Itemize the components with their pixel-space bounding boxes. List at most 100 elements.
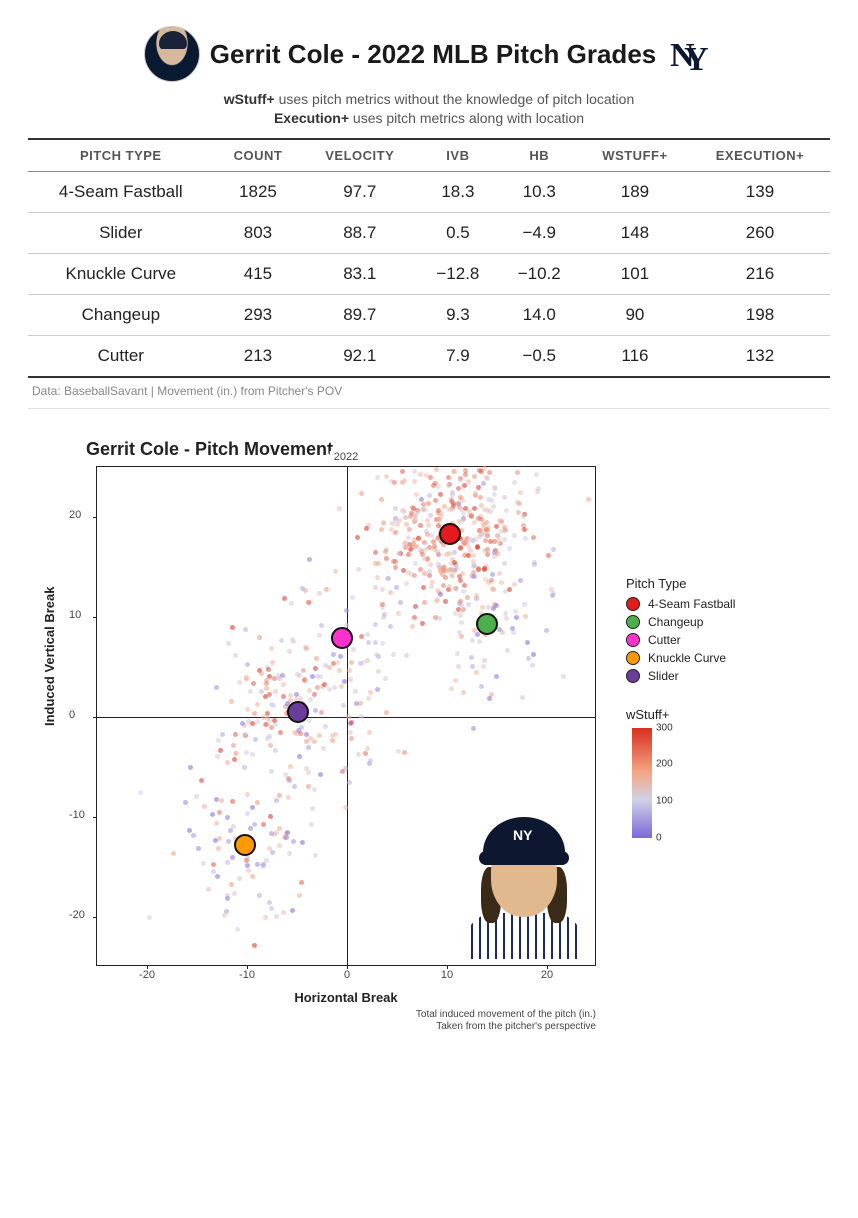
scatter-point xyxy=(250,805,255,810)
scatter-point xyxy=(484,520,489,525)
scatter-point xyxy=(475,544,480,549)
scatter-point xyxy=(531,535,536,540)
table-cell: 260 xyxy=(690,212,830,253)
scatter-point xyxy=(549,587,554,592)
scatter-point xyxy=(361,660,366,665)
legend-label: Changeup xyxy=(648,615,703,629)
card-header: Gerrit Cole - 2022 MLB Pitch Grades N Y xyxy=(28,18,830,86)
table-cell: 7.9 xyxy=(417,335,498,377)
scatter-point xyxy=(433,498,438,503)
table-cell: 10.3 xyxy=(499,171,580,212)
scatter-point xyxy=(270,850,275,855)
scatter-point xyxy=(307,557,312,562)
scatter-point xyxy=(535,489,540,494)
table-cell: Knuckle Curve xyxy=(28,253,214,294)
scatter-point xyxy=(201,861,206,866)
scatter-point xyxy=(461,690,466,695)
scatter-point xyxy=(402,750,407,755)
pitch-centroid xyxy=(439,523,461,545)
scatter-point xyxy=(479,684,484,689)
scatter-point xyxy=(220,732,225,737)
scatter-point xyxy=(252,711,257,716)
scatter-point xyxy=(449,572,454,577)
scatter-point xyxy=(306,784,311,789)
scatter-point xyxy=(147,915,152,920)
table-cell: 88.7 xyxy=(302,212,417,253)
scatter-point xyxy=(505,648,510,653)
scatter-point xyxy=(273,722,278,727)
scatter-point xyxy=(451,501,456,506)
table-cell: Slider xyxy=(28,212,214,253)
scatter-point xyxy=(317,733,322,738)
pitch-centroid xyxy=(287,701,309,723)
x-axis-label: Horizontal Break xyxy=(96,990,596,1005)
scatter-point xyxy=(248,689,253,694)
scatter-point xyxy=(367,730,372,735)
table-row: Slider80388.70.5−4.9148260 xyxy=(28,212,830,253)
scatter-point xyxy=(348,677,353,682)
scatter-point xyxy=(544,628,549,633)
legend-label: Slider xyxy=(648,669,679,683)
scatter-point xyxy=(356,752,361,757)
scatter-point xyxy=(455,651,460,656)
scatter-point xyxy=(257,635,262,640)
scatter-point xyxy=(525,640,530,645)
scatter-point xyxy=(273,689,278,694)
scatter-point xyxy=(474,596,479,601)
scatter-point xyxy=(494,524,499,529)
scatter-point xyxy=(507,587,512,592)
legend-item: Slider xyxy=(626,669,786,683)
scatter-point xyxy=(259,671,264,676)
scatter-point xyxy=(472,474,477,479)
scatter-point xyxy=(330,733,335,738)
scatter-point xyxy=(277,676,282,681)
scatter-point xyxy=(471,553,476,558)
scatter-point xyxy=(308,697,313,702)
scatter-point xyxy=(359,714,364,719)
scatter-point xyxy=(517,501,522,506)
scatter-point xyxy=(403,540,408,545)
scatter-point xyxy=(226,839,231,844)
scatter-point xyxy=(470,638,475,643)
table-cell: 90 xyxy=(580,294,690,335)
scatter-point xyxy=(484,527,489,532)
scatter-point xyxy=(379,497,384,502)
scatter-point xyxy=(264,722,269,727)
scatter-point xyxy=(226,641,231,646)
scatter-point xyxy=(302,677,307,682)
table-cell: −10.2 xyxy=(499,253,580,294)
subtitle-bold-1: wStuff+ xyxy=(224,91,275,107)
scatter-point xyxy=(474,670,479,675)
scatter-point xyxy=(368,758,373,763)
scatter-point xyxy=(531,652,536,657)
scatter-point xyxy=(359,634,364,639)
table-row: 4-Seam Fastball182597.718.310.3189139 xyxy=(28,171,830,212)
legend-item: 4-Seam Fastball xyxy=(626,597,786,611)
scatter-point xyxy=(353,689,358,694)
scatter-point xyxy=(386,576,391,581)
scatter-point xyxy=(318,674,323,679)
scatter-point xyxy=(229,699,234,704)
scatter-point xyxy=(472,563,477,568)
table-cell: 116 xyxy=(580,335,690,377)
scatter-point xyxy=(217,836,222,841)
table-cell: 803 xyxy=(214,212,303,253)
scatter-point xyxy=(252,822,257,827)
col-header: IVB xyxy=(417,139,498,172)
scatter-point xyxy=(287,649,292,654)
scatter-point xyxy=(312,787,317,792)
scatter-point xyxy=(481,481,486,486)
table-cell: 9.3 xyxy=(417,294,498,335)
scatter-point xyxy=(373,585,378,590)
scatter-point xyxy=(214,821,219,826)
pitch-centroid xyxy=(234,834,256,856)
scatter-point xyxy=(344,608,349,613)
scatter-point xyxy=(461,589,466,594)
scatter-point xyxy=(502,561,507,566)
scatter-point xyxy=(215,874,220,879)
scatter-point xyxy=(366,640,371,645)
scatter-point xyxy=(373,622,378,627)
scatter-point xyxy=(233,732,238,737)
scatter-point xyxy=(443,599,448,604)
scatter-point xyxy=(462,583,467,588)
